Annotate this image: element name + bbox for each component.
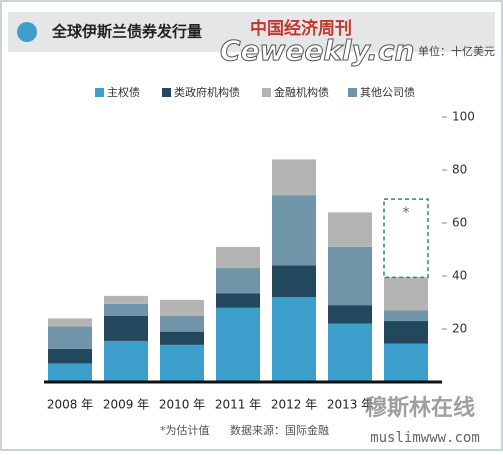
x-tick-label: 2011 年 xyxy=(215,398,261,412)
bar-segment xyxy=(216,268,260,294)
logo-cn: 中国经济周刊 xyxy=(250,18,352,38)
y-tick-label: 100 xyxy=(452,110,475,124)
bar-segment xyxy=(216,293,260,308)
unit-label: 单位：十亿美元 xyxy=(418,44,495,58)
bar-segment xyxy=(272,265,316,298)
bar-segment xyxy=(272,195,316,266)
bar-segment xyxy=(48,348,92,364)
y-tick-label: 80 xyxy=(452,163,467,177)
bar-segment xyxy=(48,318,92,327)
x-tick-label: 2008 年 xyxy=(47,398,93,412)
chart-title: 全球伊斯兰债券发行量 xyxy=(51,23,202,41)
bar-segment xyxy=(216,307,260,382)
legend-swatch xyxy=(348,88,357,97)
y-tick-label: 60 xyxy=(452,216,467,230)
legend-label: 类政府机构债 xyxy=(174,85,240,99)
bar-segment xyxy=(160,315,204,332)
watermark-cn: 穆斯林在线 xyxy=(365,395,475,420)
y-tick-label: 40 xyxy=(452,269,467,283)
bar-segment xyxy=(48,363,92,382)
bar-segment xyxy=(384,277,428,311)
header-band xyxy=(8,12,495,52)
x-tick-label: 2013 年 xyxy=(327,398,373,412)
bar-segment xyxy=(328,212,372,247)
bar-segment xyxy=(216,246,260,269)
logo-en: Ceweekly.cn xyxy=(220,34,414,67)
legend-label: 其他公司债 xyxy=(360,85,415,99)
bar-segment xyxy=(48,326,92,349)
bar-segment xyxy=(384,343,428,382)
legend-swatch xyxy=(162,88,171,97)
bar-segment xyxy=(160,344,204,382)
bar-segment xyxy=(104,340,148,382)
x-tick-label: 2010 年 xyxy=(159,398,205,412)
bar-segment xyxy=(160,299,204,316)
bar-segment xyxy=(384,310,428,322)
bar-segment xyxy=(384,321,428,344)
bar-segment xyxy=(272,297,316,382)
legend-swatch xyxy=(95,88,104,97)
legend-label: 金融机构债 xyxy=(274,85,329,99)
title-icon xyxy=(17,22,37,42)
x-tick-label: 2012 年 xyxy=(271,398,317,412)
legend-swatch xyxy=(262,88,271,97)
bar-segment xyxy=(104,295,148,304)
bar-segment xyxy=(104,315,148,341)
x-tick-label: 2009 年 xyxy=(103,398,149,412)
y-tick-label: 20 xyxy=(452,322,467,336)
bar-segment xyxy=(328,323,372,382)
bar-segment xyxy=(160,331,204,345)
legend-label: 主权债 xyxy=(107,85,140,99)
source: 数据来源：国际金融 xyxy=(230,423,329,437)
bar-segment xyxy=(104,303,148,316)
bar-segment xyxy=(328,305,372,324)
estimate-box xyxy=(383,198,429,279)
estimate-marker: * xyxy=(403,205,410,221)
bar-segment xyxy=(328,246,372,306)
watermark-en: muslimwww.com xyxy=(370,430,480,446)
footnote: *为估计值 xyxy=(160,424,210,437)
bar-segment xyxy=(272,159,316,196)
